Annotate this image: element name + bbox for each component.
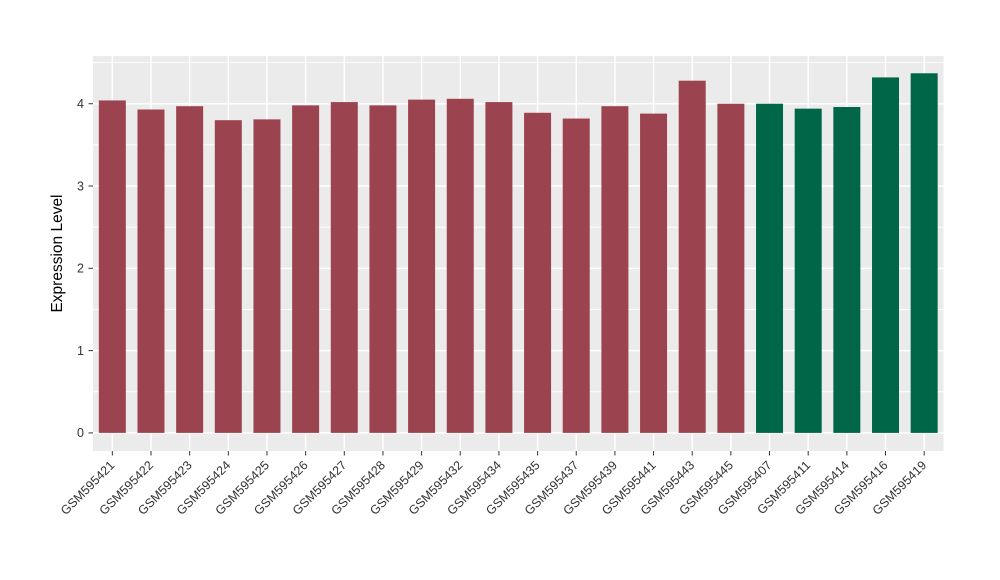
bar-GSM595426 <box>292 105 320 433</box>
bar-GSM595423 <box>176 106 204 433</box>
bar-GSM595432 <box>446 98 474 433</box>
bar-GSM595435 <box>524 112 552 433</box>
bar-GSM595443 <box>678 80 706 433</box>
bar-GSM595422 <box>137 109 165 433</box>
bar-GSM595424 <box>214 120 242 433</box>
bar-GSM595421 <box>98 100 126 433</box>
y-tick-label: 3 <box>77 179 84 193</box>
bar-GSM595445 <box>717 103 745 433</box>
bar-GSM595414 <box>833 107 861 433</box>
bar-GSM595425 <box>253 119 281 433</box>
bar-GSM595441 <box>640 113 668 433</box>
bar-GSM595437 <box>562 118 590 433</box>
bar-GSM595429 <box>408 99 436 433</box>
y-tick-label: 4 <box>77 97 84 111</box>
bar-GSM595428 <box>369 105 397 433</box>
bar-GSM595416 <box>872 77 900 433</box>
bar-GSM595411 <box>794 108 822 433</box>
bar-GSM595407 <box>756 103 784 433</box>
y-tick-label: 2 <box>77 262 84 276</box>
y-tick-label: 0 <box>77 426 84 440</box>
bar-GSM595434 <box>485 102 513 433</box>
y-tick-label: 1 <box>77 344 84 358</box>
bar-GSM595419 <box>910 73 938 433</box>
y-axis-title: Expression Level <box>49 194 66 312</box>
bar-GSM595439 <box>601 106 629 433</box>
bar-GSM595427 <box>330 102 358 433</box>
